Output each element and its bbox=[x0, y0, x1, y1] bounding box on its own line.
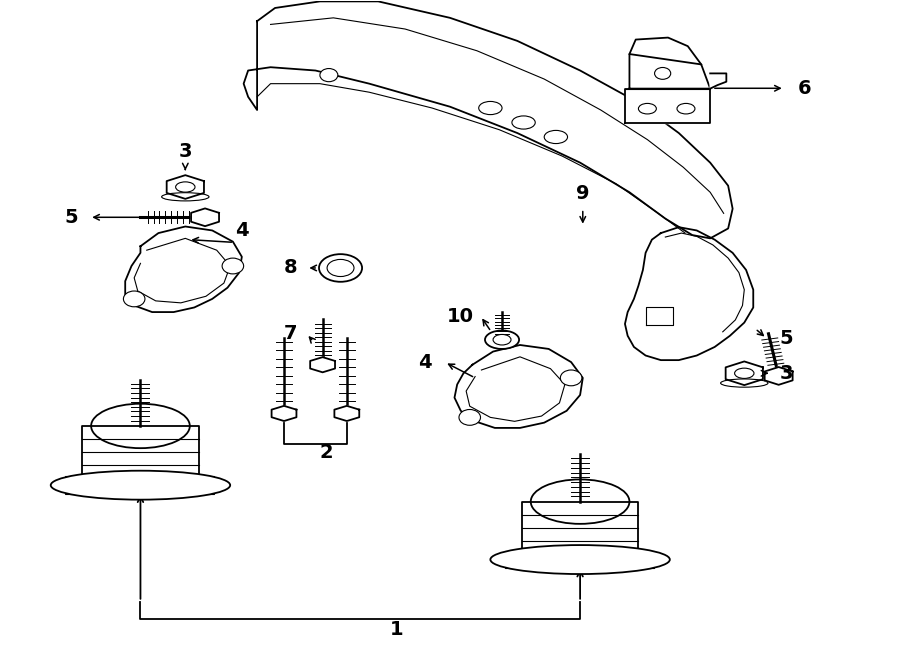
Polygon shape bbox=[454, 345, 583, 428]
Ellipse shape bbox=[654, 67, 670, 79]
Ellipse shape bbox=[734, 368, 754, 378]
Polygon shape bbox=[629, 38, 701, 64]
Text: 3: 3 bbox=[779, 364, 793, 383]
Text: 4: 4 bbox=[235, 221, 248, 240]
Ellipse shape bbox=[531, 479, 629, 524]
Text: 4: 4 bbox=[418, 352, 432, 371]
Ellipse shape bbox=[493, 334, 511, 345]
Ellipse shape bbox=[319, 254, 362, 282]
Ellipse shape bbox=[485, 330, 519, 349]
Polygon shape bbox=[272, 406, 296, 421]
Bar bbox=[65, 477, 85, 494]
Polygon shape bbox=[522, 502, 638, 560]
Ellipse shape bbox=[459, 409, 481, 425]
Polygon shape bbox=[191, 208, 219, 226]
Text: 1: 1 bbox=[390, 621, 403, 639]
Ellipse shape bbox=[491, 545, 670, 574]
Polygon shape bbox=[625, 227, 753, 360]
Polygon shape bbox=[710, 73, 726, 89]
Text: 5: 5 bbox=[779, 329, 793, 348]
Text: 2: 2 bbox=[320, 443, 333, 462]
Bar bbox=[194, 477, 214, 494]
Ellipse shape bbox=[512, 116, 535, 129]
Ellipse shape bbox=[222, 258, 244, 274]
Ellipse shape bbox=[162, 193, 209, 201]
Polygon shape bbox=[335, 406, 359, 421]
Polygon shape bbox=[244, 1, 733, 239]
Ellipse shape bbox=[327, 259, 354, 276]
Polygon shape bbox=[625, 89, 710, 123]
Polygon shape bbox=[166, 175, 204, 199]
Ellipse shape bbox=[677, 103, 695, 114]
Polygon shape bbox=[310, 357, 335, 372]
Text: 6: 6 bbox=[797, 79, 811, 98]
Polygon shape bbox=[82, 426, 199, 485]
Text: 7: 7 bbox=[284, 325, 297, 343]
Ellipse shape bbox=[50, 471, 230, 500]
Bar bbox=[634, 551, 653, 568]
Polygon shape bbox=[645, 307, 672, 325]
Text: 10: 10 bbox=[447, 307, 474, 325]
Text: 8: 8 bbox=[284, 258, 297, 278]
Polygon shape bbox=[629, 54, 710, 89]
Polygon shape bbox=[765, 367, 793, 385]
Bar bbox=[505, 551, 525, 568]
Ellipse shape bbox=[544, 130, 568, 143]
Text: 5: 5 bbox=[65, 208, 78, 227]
Ellipse shape bbox=[176, 182, 195, 192]
Ellipse shape bbox=[721, 379, 768, 387]
Ellipse shape bbox=[561, 370, 582, 386]
Ellipse shape bbox=[123, 291, 145, 307]
Ellipse shape bbox=[91, 404, 190, 448]
Polygon shape bbox=[725, 362, 763, 385]
Ellipse shape bbox=[320, 69, 338, 82]
Text: 9: 9 bbox=[576, 184, 590, 203]
Ellipse shape bbox=[479, 101, 502, 114]
Text: 3: 3 bbox=[178, 142, 192, 161]
Polygon shape bbox=[125, 227, 242, 312]
Ellipse shape bbox=[638, 103, 656, 114]
